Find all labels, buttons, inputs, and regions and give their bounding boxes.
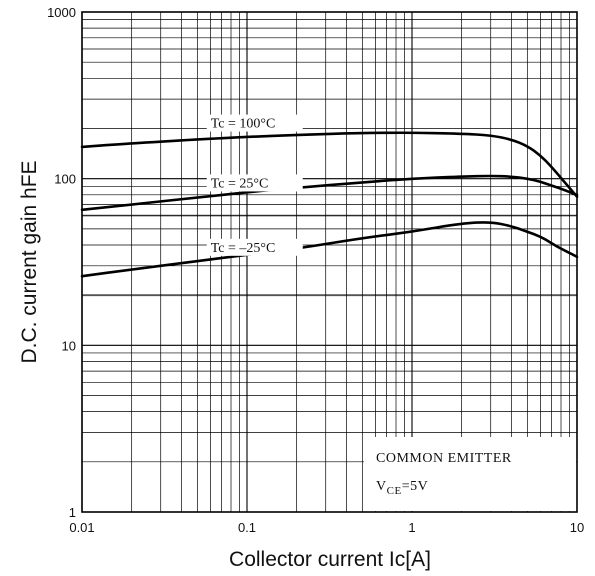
series-label-background: [206, 114, 303, 132]
y-tick-label: 100: [54, 172, 76, 187]
curves: Tc = 100°C Tc = 25°C Tc = –25°C: [80, 114, 579, 278]
x-tick-label: 1: [408, 520, 415, 535]
tick-labels: 0.01 0.1 1 10 1 10 100 1000: [47, 5, 584, 535]
series-label: Tc = –25°C: [211, 241, 276, 256]
y-axis-title: D.C. current gain hFE: [18, 160, 41, 363]
plot-frame: [81, 11, 578, 513]
x-tick-label: 0.01: [69, 520, 94, 535]
grid: [81, 12, 577, 513]
x-axis-title: Collector current Ic[A]: [229, 548, 431, 571]
y-tick-label: 1000: [47, 5, 76, 20]
y-tick-label: 10: [62, 338, 76, 353]
y-tick-label: 1: [69, 505, 76, 520]
series-label: Tc = 100°C: [211, 117, 276, 132]
condition-box: [364, 437, 576, 511]
condition-vce: VCE=5V: [376, 479, 428, 497]
x-tick-label: 10: [570, 520, 584, 535]
series-label-background: [206, 174, 303, 192]
condition-common-emitter: COMMON EMITTER: [376, 451, 512, 466]
series-label-background: [206, 238, 303, 256]
x-tick-label: 0.1: [238, 520, 256, 535]
series-line: [80, 174, 579, 212]
series-line: [80, 131, 579, 198]
series-label: Tc = 25°C: [211, 176, 269, 191]
series-line: [80, 221, 579, 278]
